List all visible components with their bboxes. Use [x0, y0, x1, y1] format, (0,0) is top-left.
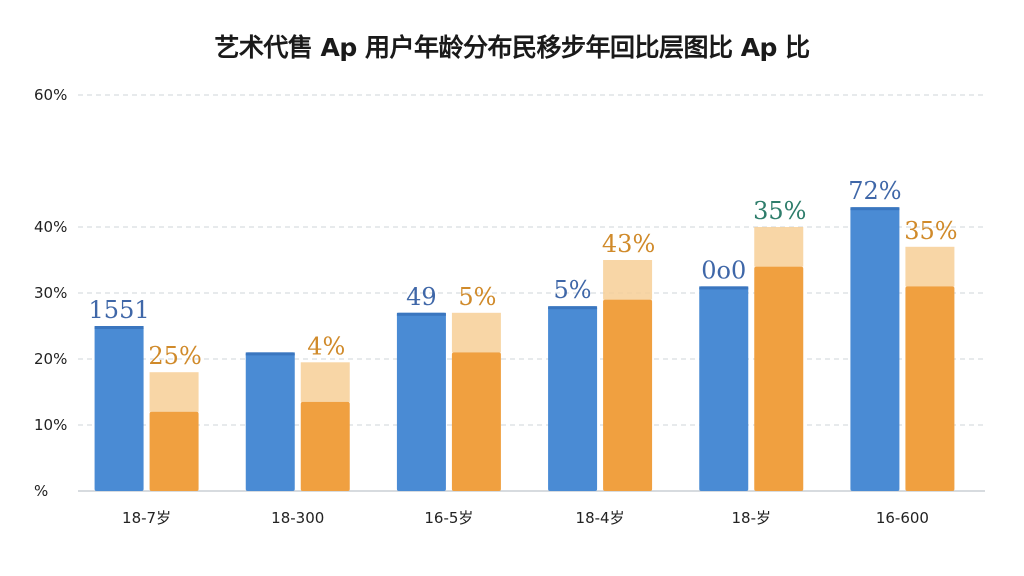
- y-tick-label: 40%: [34, 218, 67, 236]
- data-label-series-2: 4%: [307, 332, 345, 360]
- x-tick-label: 18-300: [271, 509, 324, 527]
- bar-series-2-halo: [603, 260, 653, 300]
- bar-series-1-cap: [245, 352, 295, 356]
- bar-series-2: [451, 352, 501, 491]
- bar-series-1: [245, 352, 295, 491]
- x-tick-label: 18-4岁: [576, 509, 625, 527]
- data-label-series-1: 0o0: [701, 256, 746, 284]
- y-tick-label: 60%: [34, 86, 67, 104]
- data-label-series-2: 25%: [148, 342, 201, 370]
- data-label-series-1: 5%: [554, 276, 592, 304]
- y-tick-label: 30%: [34, 284, 67, 302]
- x-tick-label: 16-5岁: [424, 509, 473, 527]
- x-tick-label: 16-600: [876, 509, 929, 527]
- bar-series-2-halo: [754, 227, 804, 267]
- bar-series-2: [905, 286, 955, 491]
- data-label-series-2: 43%: [602, 230, 655, 258]
- bar-series-2: [149, 411, 199, 491]
- y-tick-label: 20%: [34, 350, 67, 368]
- data-label-series-1: 72%: [848, 177, 901, 205]
- data-label-series-2: 5%: [458, 283, 496, 311]
- bar-series-1-cap: [94, 326, 144, 329]
- bar-series-2: [300, 401, 350, 491]
- data-label-series-1: 1551: [89, 296, 150, 324]
- bar-series-1-cap: [548, 306, 598, 310]
- y-tick-label: %: [34, 482, 48, 500]
- bar-series-2-halo: [451, 312, 501, 353]
- bar-series-1: [94, 326, 144, 491]
- x-tick-label: 18-岁: [732, 509, 772, 527]
- bar-series-1: [850, 207, 900, 491]
- data-label-series-2: 35%: [753, 197, 806, 225]
- data-label-series-1: 49: [406, 283, 437, 311]
- bar-series-1-cap: [699, 286, 749, 290]
- bar-series-1: [699, 286, 749, 491]
- bar-series-2-halo: [905, 246, 955, 287]
- bar-series-2-halo: [300, 362, 350, 402]
- bar-series-1-cap: [850, 207, 900, 211]
- bar-series-2: [603, 299, 653, 491]
- chart-title: 艺术代售 Ap 用户年龄分布民移步年回比层图比 Ap 比: [214, 33, 810, 62]
- bar-series-1: [548, 306, 598, 491]
- y-tick-label: 10%: [34, 416, 67, 434]
- data-label-series-2: 35%: [904, 217, 957, 245]
- x-tick-label: 18-7岁: [122, 509, 171, 527]
- bar-series-1: [396, 312, 446, 491]
- bar-series-2-halo: [149, 372, 199, 412]
- bar-series-2: [754, 266, 804, 491]
- bar-series-1-cap: [396, 312, 446, 316]
